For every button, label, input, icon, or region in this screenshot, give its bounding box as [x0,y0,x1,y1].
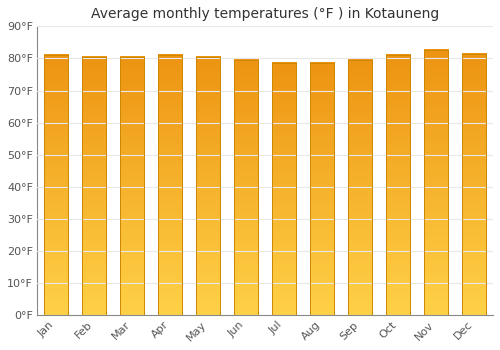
Bar [462,54,486,315]
Bar [44,55,68,315]
Bar [272,63,296,315]
Bar [196,57,220,315]
Bar [120,57,144,315]
Bar [386,55,410,315]
Bar [82,57,106,315]
Bar [234,60,258,315]
Bar [348,60,372,315]
Title: Average monthly temperatures (°F ) in Kotauneng: Average monthly temperatures (°F ) in Ko… [91,7,439,21]
Bar [158,55,182,315]
Bar [310,63,334,315]
Bar [424,50,448,315]
